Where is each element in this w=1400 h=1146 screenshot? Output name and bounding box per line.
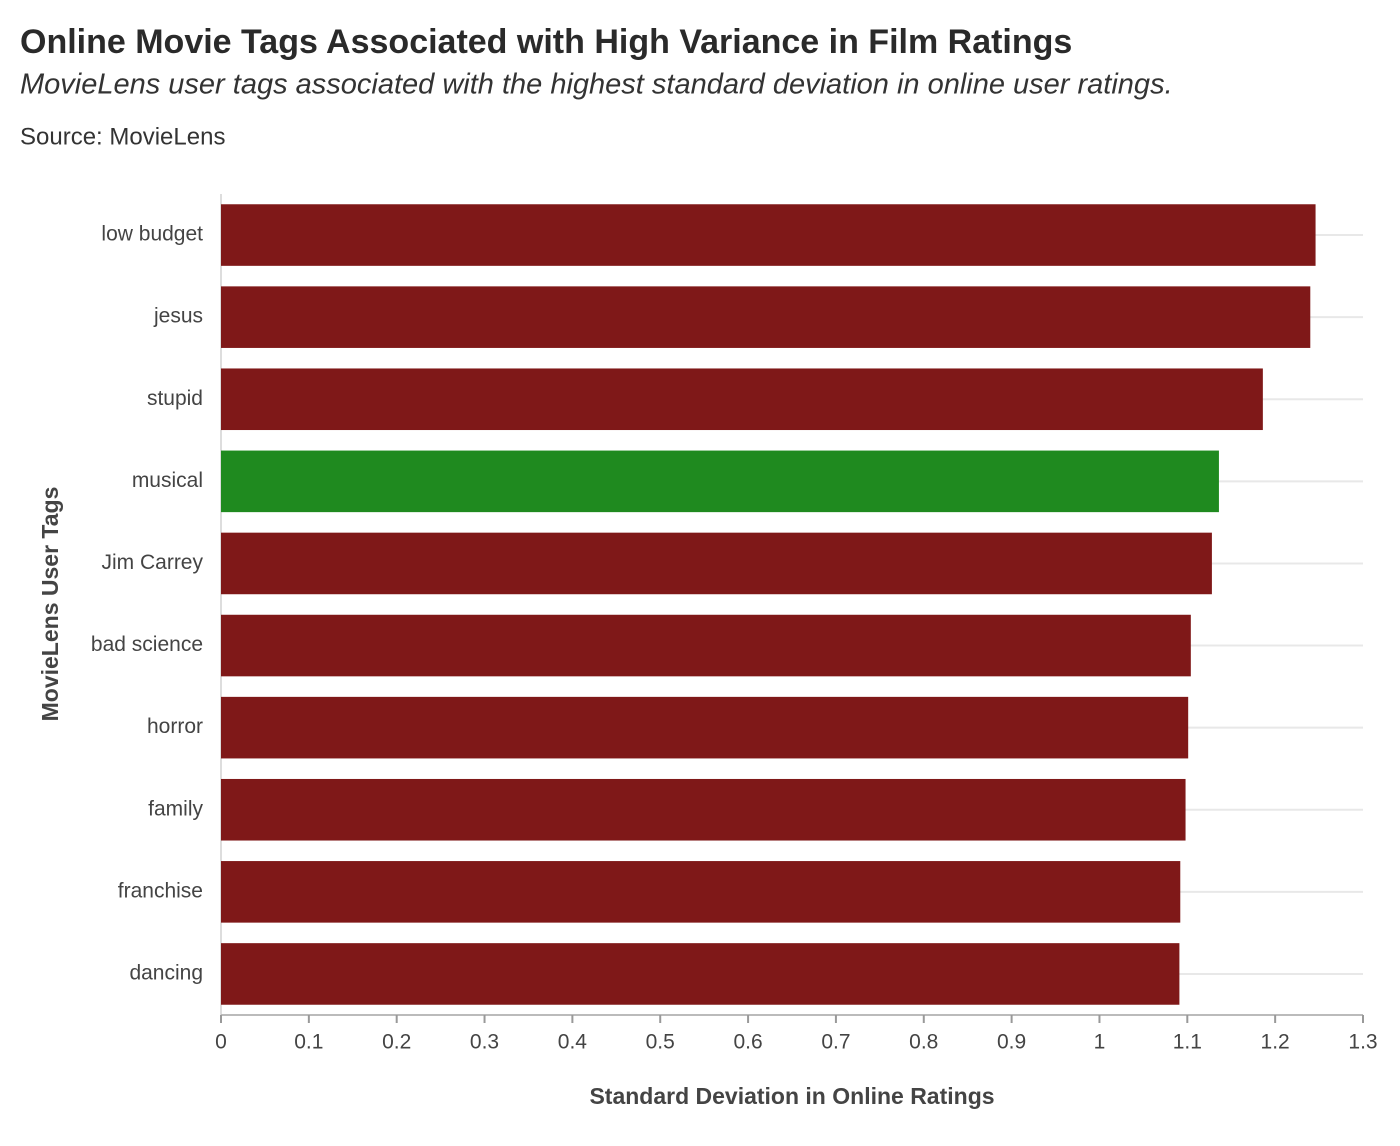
- x-tick-label: 0.9: [997, 1031, 1026, 1054]
- x-tick-label: 1.1: [1173, 1031, 1202, 1054]
- x-axis-title: Standard Deviation in Online Ratings: [589, 1083, 994, 1109]
- x-tick-label: 0.7: [821, 1031, 850, 1054]
- y-tick-label: dancing: [129, 961, 203, 984]
- y-tick-label: jesus: [153, 305, 203, 328]
- y-axis-title: MovieLens User Tags: [37, 487, 63, 722]
- y-tick-label: low budget: [101, 223, 203, 246]
- y-tick-label: bad science: [91, 633, 203, 656]
- bar: [221, 614, 1191, 677]
- chart-title: Online Movie Tags Associated with High V…: [20, 23, 1072, 61]
- y-tick-label: horror: [147, 715, 203, 738]
- bar: [221, 368, 1263, 431]
- bar: [221, 778, 1186, 841]
- x-tick-label: 1.3: [1348, 1031, 1377, 1054]
- chart-subtitle: MovieLens user tags associated with the …: [20, 69, 1173, 101]
- chart-source: Source: MovieLens: [20, 123, 225, 150]
- x-tick-label: 0: [215, 1031, 227, 1054]
- y-tick-label: Jim Carrey: [101, 551, 203, 574]
- y-tick-label: stupid: [147, 387, 203, 410]
- x-tick-label: 0.6: [733, 1031, 762, 1054]
- y-tick-label: family: [148, 797, 203, 820]
- y-tick-label: franchise: [118, 879, 203, 902]
- x-tick-label: 0.4: [558, 1031, 588, 1054]
- bar: [221, 286, 1311, 348]
- bar: [221, 696, 1189, 759]
- x-tick-label: 0.3: [470, 1031, 499, 1054]
- x-tick-label: 1.2: [1261, 1031, 1290, 1054]
- x-tick-label: 0.5: [646, 1031, 675, 1054]
- bar: [221, 204, 1316, 266]
- x-tick-label: 0.8: [909, 1031, 938, 1054]
- y-tick-label: musical: [132, 469, 203, 492]
- x-tick-label: 0.1: [294, 1031, 323, 1054]
- bar: [221, 450, 1219, 513]
- x-tick-label: 0.2: [382, 1031, 411, 1054]
- bar: [221, 943, 1180, 1005]
- bar: [221, 532, 1212, 595]
- x-tick-label: 1: [1094, 1031, 1106, 1054]
- bar: [221, 861, 1181, 923]
